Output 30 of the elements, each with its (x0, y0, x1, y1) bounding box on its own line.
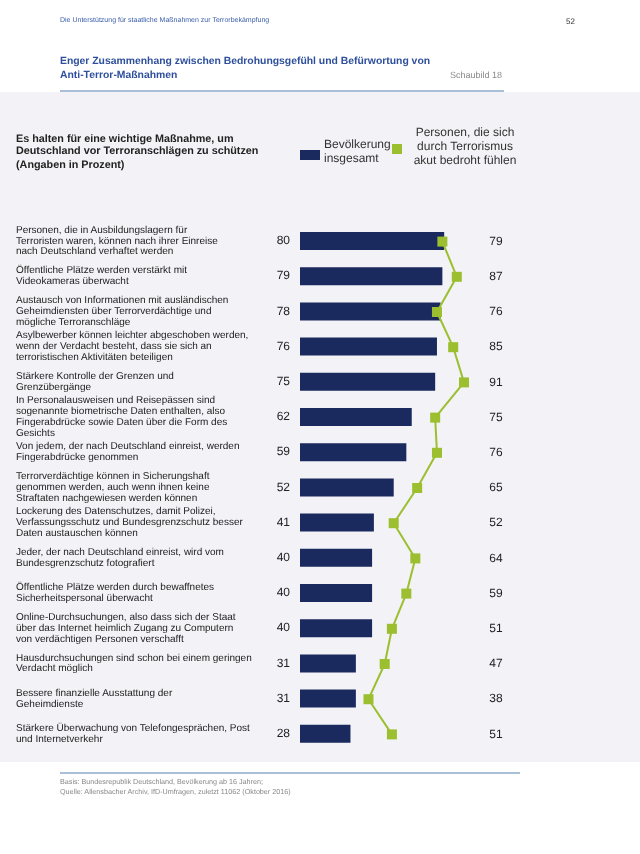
point (379, 659, 390, 669)
point (410, 553, 421, 564)
bar (300, 372, 436, 391)
bar (300, 619, 373, 638)
bar (300, 443, 407, 462)
point (386, 623, 397, 634)
bar (300, 548, 373, 567)
point (431, 447, 442, 458)
point (459, 377, 469, 388)
bar (300, 302, 441, 321)
bar (300, 478, 394, 497)
bar (300, 267, 443, 286)
point (363, 694, 374, 705)
bar (300, 513, 374, 532)
point (448, 342, 459, 353)
point (430, 412, 441, 423)
point (412, 483, 423, 493)
point (401, 588, 412, 599)
bar (300, 654, 356, 673)
point (437, 236, 448, 247)
bar (300, 724, 351, 743)
bar (300, 408, 412, 426)
point (431, 307, 442, 317)
bar (300, 337, 437, 356)
point (386, 729, 397, 740)
point (388, 518, 399, 529)
bar (300, 584, 373, 602)
bar (300, 232, 445, 250)
point (451, 271, 462, 282)
bar (300, 689, 356, 708)
